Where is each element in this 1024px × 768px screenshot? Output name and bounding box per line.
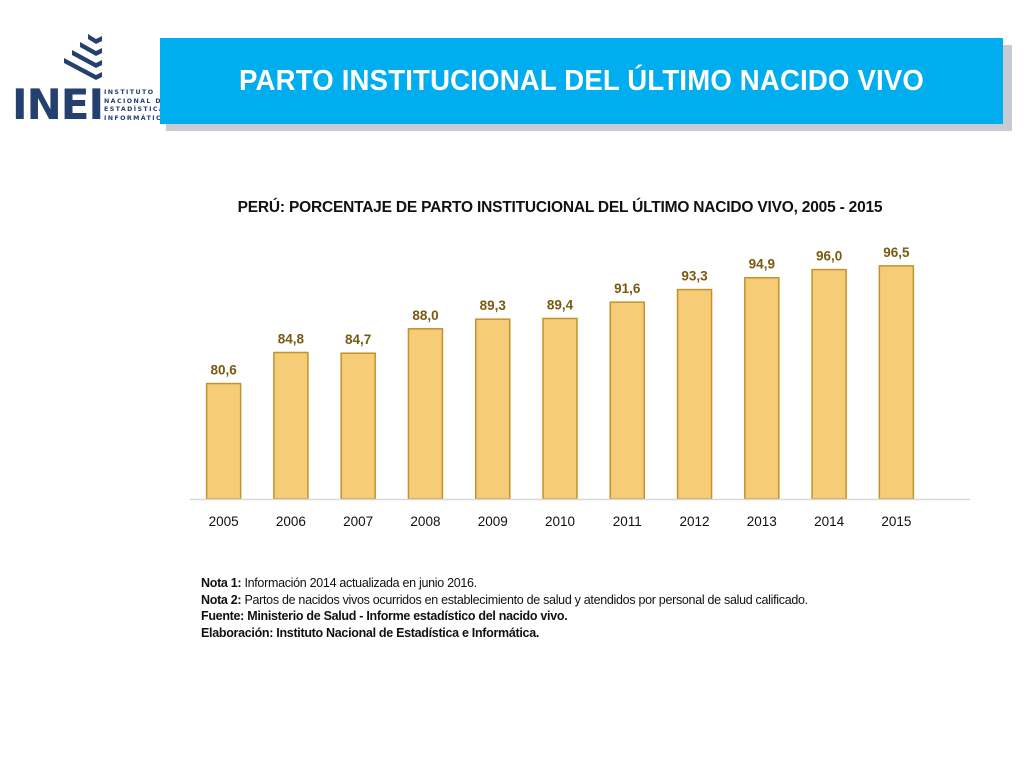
bar-2014	[811, 268, 847, 500]
x-tick-label-2008: 2008	[410, 514, 440, 529]
x-tick-label-2014: 2014	[814, 514, 845, 529]
x-tick-label-2015: 2015	[881, 514, 911, 529]
x-tick-label-2009: 2009	[478, 514, 508, 529]
note-2: Nota 2: Partos de nacidos vivos ocurrido…	[201, 592, 981, 609]
logo-sub-line: INFORMÁTICA	[104, 114, 169, 122]
logo-stairs-icon	[64, 34, 102, 80]
logo-subtitle: INSTITUTO NACIONAL DE ESTADÍSTICA E INFO…	[104, 89, 175, 123]
x-tick-label-2005: 2005	[209, 514, 239, 529]
page-title: PARTO INSTITUCIONAL DEL ÚLTIMO NACIDO VI…	[238, 64, 925, 97]
data-label-2015: 96,5	[883, 245, 910, 260]
data-label-2006: 84,8	[278, 331, 305, 346]
x-tick-label-2007: 2007	[343, 514, 373, 529]
bar-2011	[609, 301, 646, 500]
data-label-2009: 89,3	[480, 298, 507, 313]
bar-2010	[542, 317, 578, 500]
data-label-2008: 88,0	[412, 308, 438, 323]
logo-sub-line: ESTADÍSTICA E	[104, 106, 175, 114]
logo-wordmark: INEI	[12, 80, 104, 129]
x-tick-label-2013: 2013	[747, 514, 777, 529]
data-label-2011: 91,6	[614, 281, 641, 296]
title-banner: PARTO INSTITUCIONAL DEL ÚLTIMO NACIDO VI…	[160, 38, 1003, 124]
data-label-2014: 96,0	[816, 249, 842, 264]
bar-2006	[273, 351, 309, 500]
x-tick-label-2012: 2012	[680, 514, 710, 529]
x-tick-label-2010: 2010	[545, 514, 575, 529]
logo-sub-line: NACIONAL DE	[104, 97, 168, 105]
bar-2015	[878, 265, 915, 500]
bar-2012	[676, 288, 713, 500]
note-1-text: Información 2014 actualizada en junio 20…	[241, 576, 477, 590]
bar-2007	[340, 352, 376, 500]
chart-notes: Nota 1: Información 2014 actualizada en …	[201, 575, 981, 641]
data-label-2013: 94,9	[749, 257, 775, 272]
bar-chart: 80,6 2005 84,8 2006 84,7 2007 88,0 2008 89,3 2009…	[190, 245, 970, 529]
inei-logo: INEI INSTITUTO NACIONAL DE ESTADÍSTICA E…	[8, 32, 173, 132]
data-label-2010: 89,4	[547, 297, 574, 312]
chart-title: PERÚ: PORCENTAJE DE PARTO INSTITUCIONAL …	[237, 199, 883, 216]
bar-2005	[205, 382, 242, 500]
data-label-2012: 93,3	[681, 269, 708, 284]
note-1-label: Nota 1:	[201, 576, 242, 590]
x-tick-label-2011: 2011	[613, 514, 642, 529]
logo-sub-line: INSTITUTO	[104, 89, 155, 96]
data-label-2005: 80,6	[210, 363, 237, 378]
bar-2013	[744, 276, 780, 500]
bar-2009	[474, 318, 511, 500]
bar-2008	[407, 328, 444, 500]
x-tick-label-2006: 2006	[276, 514, 306, 529]
note-2-label: Nota 2:	[201, 592, 242, 607]
source-note: Fuente: Ministerio de Salud - Informe es…	[201, 609, 568, 623]
data-label-2007: 84,7	[345, 332, 371, 347]
note-1: Nota 1: Información 2014 actualizada en …	[201, 575, 981, 592]
elaboration-note: Elaboración: Instituto Nacional de Estad…	[201, 625, 540, 640]
note-2-text: Partos de nacidos vivos ocurridos en est…	[241, 592, 808, 607]
